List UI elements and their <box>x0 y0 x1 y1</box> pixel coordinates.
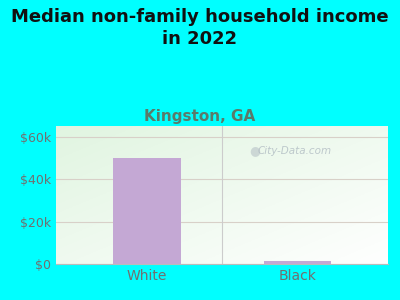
Bar <box>112 158 180 264</box>
Bar <box>264 262 332 264</box>
Text: Median non-family household income
in 2022: Median non-family household income in 20… <box>11 8 389 48</box>
Text: Kingston, GA: Kingston, GA <box>144 110 256 124</box>
Text: City-Data.com: City-Data.com <box>258 146 332 156</box>
Text: ●: ● <box>250 144 261 157</box>
